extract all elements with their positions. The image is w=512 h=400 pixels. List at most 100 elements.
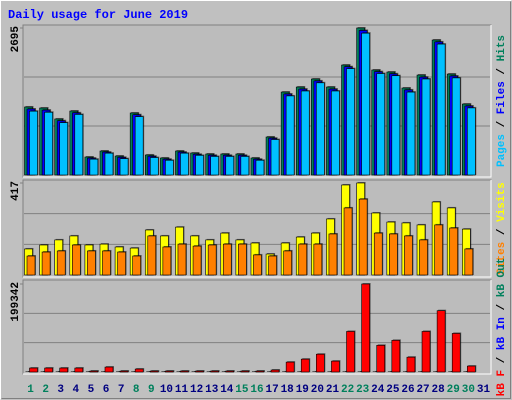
plot-bevel (23, 25, 492, 178)
bar (436, 310, 446, 373)
bar (207, 244, 217, 276)
bar (26, 255, 36, 276)
bar (225, 156, 235, 176)
bar (376, 73, 386, 176)
bar (376, 345, 386, 373)
bar (270, 369, 280, 373)
bar (71, 244, 81, 276)
legend-separator: / (496, 350, 508, 370)
bar (467, 365, 476, 373)
bar (180, 370, 189, 373)
bar (74, 367, 84, 373)
bar (373, 232, 383, 276)
bar (361, 32, 370, 176)
x-tick-label: 4 (73, 384, 80, 396)
bar (119, 370, 129, 373)
bar (59, 122, 68, 176)
bar (89, 370, 99, 373)
legend-entry: kB In (496, 317, 508, 350)
x-tick-label: 22 (341, 384, 354, 396)
bar (162, 246, 172, 276)
bar (361, 283, 370, 373)
x-tick-label: 28 (432, 384, 446, 396)
legend-entry: Hits (496, 35, 508, 61)
bar (44, 111, 53, 176)
x-tick-label: 11 (175, 384, 189, 396)
x-tick-label: 13 (205, 384, 219, 396)
bar (255, 159, 265, 176)
bar (177, 243, 187, 276)
x-tick-label: 23 (356, 384, 370, 396)
bar (149, 157, 159, 176)
bar (300, 358, 310, 373)
legend: Sites / Visits (496, 182, 508, 274)
legend-entry: Sites (496, 242, 508, 275)
bar (74, 114, 84, 176)
bar (346, 331, 355, 373)
bar (391, 340, 401, 373)
legend-separator: / (496, 61, 508, 81)
plot-bevel (23, 280, 492, 375)
x-tick-label: 8 (133, 384, 140, 396)
bar (104, 152, 114, 176)
bar (391, 75, 401, 176)
legend-entry: kB F (496, 370, 508, 396)
bar (316, 353, 325, 373)
bar (406, 91, 416, 176)
bar (240, 370, 250, 373)
plot-area (22, 279, 492, 375)
bar (210, 156, 219, 176)
bar (464, 248, 474, 276)
legend-separator: / (496, 222, 508, 242)
bar (180, 152, 189, 176)
x-tick-label: 15 (235, 384, 249, 396)
y-tick-label: 199342 (10, 282, 22, 322)
bar (404, 235, 413, 276)
x-tick-label: 31 (477, 384, 491, 396)
x-tick-label: 14 (220, 384, 234, 396)
bar (149, 370, 159, 373)
x-tick-label: 25 (386, 384, 400, 396)
bar (285, 95, 295, 176)
bar (434, 224, 443, 276)
legend-entry: kB Out (496, 258, 508, 298)
bar (300, 90, 310, 176)
bar (421, 331, 431, 373)
bar (436, 43, 446, 176)
bar (346, 68, 355, 176)
bar (210, 370, 219, 373)
bar (41, 251, 51, 276)
y-tick-label: 417 (10, 181, 22, 201)
x-tick-label: 30 (462, 384, 475, 396)
bar (87, 250, 96, 276)
bar (268, 255, 277, 276)
bar (132, 255, 141, 276)
bar (331, 90, 340, 176)
bar (467, 107, 476, 176)
bar (451, 333, 461, 373)
x-tick-label: 1 (27, 384, 34, 396)
bar (255, 370, 265, 373)
bar (134, 368, 144, 373)
legend: Pages / Files / Hits (496, 35, 508, 167)
bar (44, 367, 53, 373)
bar (253, 254, 262, 276)
bar (222, 243, 232, 276)
x-tick-label: 21 (326, 384, 340, 396)
bar (117, 251, 126, 276)
bar (102, 250, 111, 276)
legend-entry: Visits (496, 182, 508, 222)
bar (195, 370, 204, 373)
legend-entry: Files (496, 81, 508, 114)
y-tick-label: 2695 (10, 26, 22, 53)
bar (195, 155, 204, 176)
bar (313, 243, 323, 276)
bar (192, 245, 202, 276)
bar (147, 235, 157, 276)
bar (389, 233, 398, 276)
x-tick-label: 16 (250, 384, 263, 396)
x-tick-label: 7 (118, 384, 125, 396)
